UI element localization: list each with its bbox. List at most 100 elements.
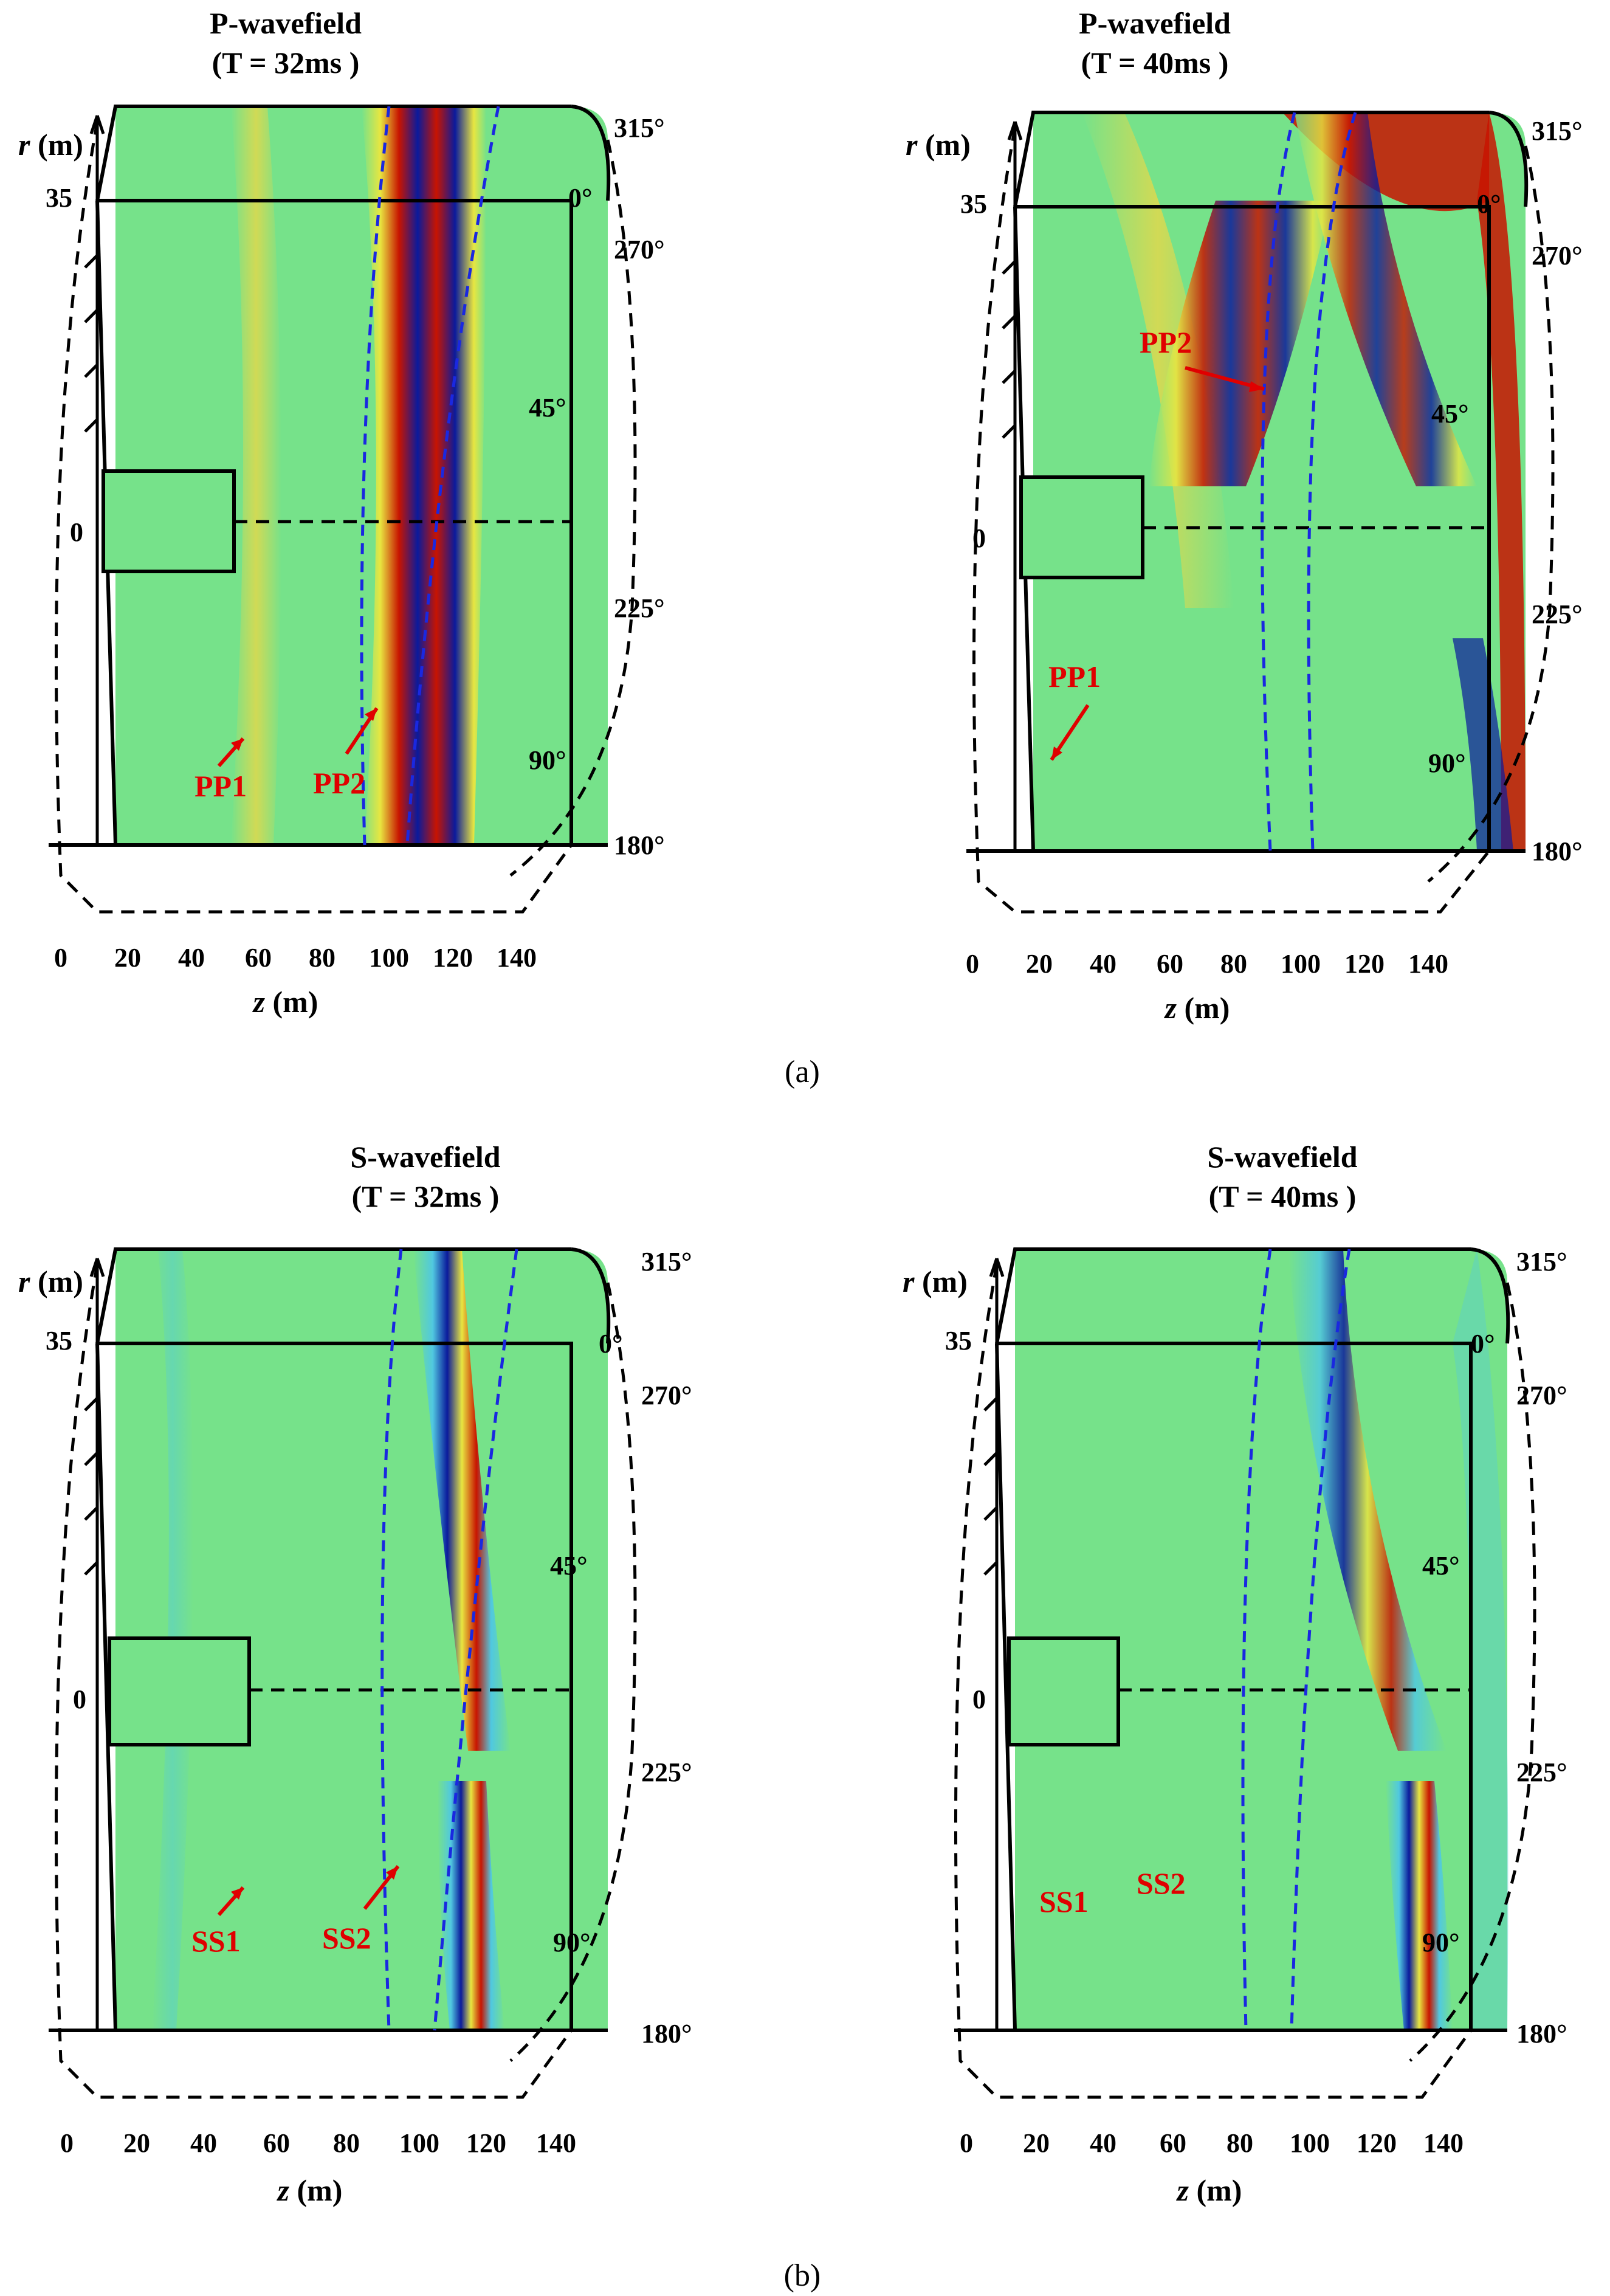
- cylinder-outline: [49, 1247, 611, 2032]
- svg-text:140: 140: [497, 943, 537, 973]
- wave-boundaries: [1241, 1249, 1351, 2031]
- wave-annotations: SS1 SS2: [1039, 1866, 1186, 1919]
- svg-text:0: 0: [54, 943, 67, 973]
- panel-title: P-wavefield: [1079, 6, 1231, 40]
- svg-text:SS1: SS1: [191, 1924, 241, 1958]
- svg-text:PP2: PP2: [313, 766, 365, 800]
- svg-text:SS2: SS2: [322, 1921, 371, 1955]
- r-tick-35: 35: [960, 189, 987, 219]
- z-axis-ticks: 0 20 40 60 80 100 120 140: [54, 943, 537, 973]
- svg-text:140: 140: [1423, 2128, 1464, 2158]
- svg-text:90°: 90°: [553, 1928, 591, 1957]
- r-tick-0: 0: [70, 517, 83, 547]
- caption-b: (b): [784, 2258, 821, 2293]
- svg-text:40: 40: [1090, 2128, 1116, 2158]
- cylinder-outline: [49, 105, 611, 847]
- svg-text:0: 0: [60, 2128, 74, 2158]
- wave-annotations: SS1 SS2: [191, 1865, 400, 1958]
- svg-text:90°: 90°: [529, 745, 566, 775]
- panel-title: S-wavefield: [1207, 1140, 1357, 1174]
- r-axis: [1002, 121, 1023, 851]
- angle-labels: 315° 0° 270° 45° 225° 90° 180°: [1428, 116, 1583, 866]
- angle-labels: 315° 0° 270° 45° 225° 90° 180°: [550, 1247, 692, 2049]
- wavefield-image: [115, 1249, 608, 2030]
- panel-a-right: P-wavefield (T = 40ms ): [906, 6, 1583, 1025]
- r-axis: [84, 1258, 105, 2030]
- r-axis-label: r (m): [906, 128, 971, 162]
- svg-text:PP2: PP2: [1140, 325, 1192, 359]
- dashed-guides: [954, 1264, 1536, 2099]
- svg-text:60: 60: [1157, 949, 1183, 979]
- svg-text:90°: 90°: [1422, 1928, 1460, 1957]
- panel-b-left: S-wavefield (T = 32ms ): [18, 1140, 692, 2207]
- r-tick-0: 0: [972, 1684, 986, 1714]
- svg-text:40: 40: [1090, 949, 1116, 979]
- panel-subtitle: (T = 40ms ): [1081, 46, 1229, 80]
- svg-text:225°: 225°: [614, 593, 665, 623]
- r-axis-label: r (m): [903, 1264, 968, 1298]
- caption-a: (a): [785, 1055, 820, 1089]
- svg-text:60: 60: [263, 2128, 290, 2158]
- z-axis-ticks: 0 20 40 60 80 100 120 140: [966, 949, 1448, 979]
- svg-text:180°: 180°: [614, 830, 665, 860]
- svg-text:0°: 0°: [599, 1329, 623, 1359]
- svg-text:0: 0: [960, 2128, 973, 2158]
- svg-text:270°: 270°: [1532, 241, 1583, 271]
- r-axis: [84, 115, 105, 845]
- svg-text:SS2: SS2: [1137, 1866, 1186, 1900]
- cylinder-outline: [966, 111, 1529, 853]
- svg-text:80: 80: [1226, 2128, 1253, 2158]
- svg-text:315°: 315°: [1516, 1247, 1567, 1277]
- panel-a-left: P-wavefield (T = 32ms ): [18, 6, 665, 1019]
- svg-text:80: 80: [1220, 949, 1247, 979]
- svg-text:315°: 315°: [1532, 116, 1583, 146]
- svg-text:140: 140: [1408, 949, 1448, 979]
- wave-boundaries: [380, 1249, 518, 2031]
- wave-boundaries: [360, 106, 500, 846]
- svg-text:180°: 180°: [1516, 2019, 1567, 2049]
- svg-text:120: 120: [466, 2128, 506, 2158]
- wavefield-image: [115, 106, 608, 845]
- svg-text:140: 140: [536, 2128, 576, 2158]
- svg-text:45°: 45°: [550, 1551, 588, 1581]
- svg-text:120: 120: [433, 943, 473, 973]
- svg-text:270°: 270°: [614, 235, 665, 264]
- svg-text:45°: 45°: [1422, 1551, 1460, 1581]
- svg-text:PP1: PP1: [1048, 660, 1101, 694]
- r-tick-0: 0: [73, 1684, 86, 1714]
- svg-text:20: 20: [1026, 949, 1053, 979]
- r-axis-label: r (m): [18, 128, 83, 162]
- wave-annotations: PP1 PP2: [194, 707, 379, 803]
- r-tick-35: 35: [46, 1326, 72, 1356]
- svg-text:45°: 45°: [529, 393, 566, 422]
- panel-subtitle: (T = 32ms ): [352, 1179, 500, 1213]
- z-axis-ticks: 0 20 40 60 80 100 120 140: [960, 2128, 1464, 2158]
- dashed-guides: [972, 127, 1555, 914]
- wavefield-image: [1015, 1249, 1509, 2030]
- svg-text:100: 100: [1281, 949, 1321, 979]
- z-axis-ticks: 0 20 40 60 80 100 120 140: [60, 2128, 576, 2158]
- svg-text:45°: 45°: [1431, 399, 1469, 429]
- svg-text:180°: 180°: [1532, 836, 1583, 866]
- svg-text:315°: 315°: [614, 113, 665, 143]
- svg-text:SS1: SS1: [1039, 1884, 1089, 1919]
- wave-boundaries: [1261, 112, 1357, 852]
- svg-text:270°: 270°: [641, 1381, 692, 1410]
- svg-text:20: 20: [114, 943, 141, 973]
- z-axis-label: z (m): [1164, 991, 1230, 1025]
- svg-text:60: 60: [1160, 2128, 1186, 2158]
- svg-text:40: 40: [178, 943, 205, 973]
- svg-text:0: 0: [966, 949, 979, 979]
- svg-text:90°: 90°: [1428, 748, 1466, 778]
- wavefield-image: [1033, 112, 1526, 851]
- angle-labels: 315° 0° 270° 45° 225° 90° 180°: [1422, 1247, 1567, 2049]
- panel-title: P-wavefield: [210, 6, 362, 40]
- panel-title: S-wavefield: [350, 1140, 500, 1174]
- svg-text:315°: 315°: [641, 1247, 692, 1277]
- svg-text:120: 120: [1357, 2128, 1397, 2158]
- panel-b-right: S-wavefield (T = 40ms ): [903, 1140, 1567, 2207]
- svg-text:120: 120: [1344, 949, 1385, 979]
- svg-text:60: 60: [245, 943, 272, 973]
- svg-text:40: 40: [190, 2128, 217, 2158]
